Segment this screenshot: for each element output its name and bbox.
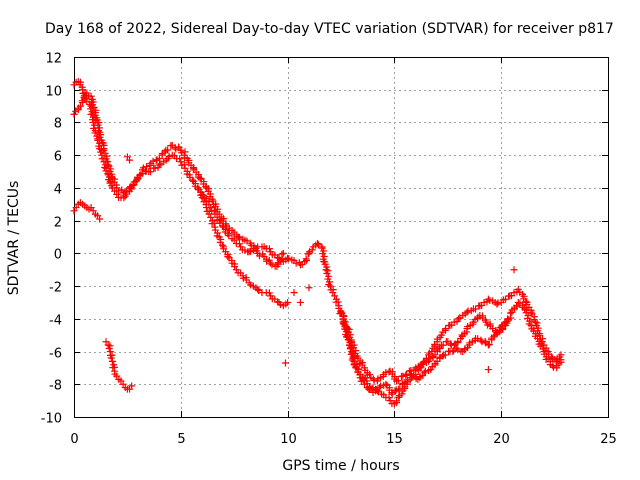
y-tick-label: 12 xyxy=(45,52,62,67)
y-tick-label: 8 xyxy=(54,117,62,132)
y-tick-label: 10 xyxy=(45,85,62,100)
y-tick-label: 6 xyxy=(54,150,62,165)
bottom-left-segment-marker xyxy=(109,358,116,365)
y-tick-labels: -10 -8 -6 -4 -2 0 2 4 6 8 10 12 xyxy=(41,52,62,427)
low-trace-marker xyxy=(207,214,214,221)
y-tick-label: -8 xyxy=(49,379,62,394)
x-tick-label: 20 xyxy=(493,432,510,447)
parallel-trace-marker xyxy=(440,342,447,349)
x-tick-label: 15 xyxy=(386,432,403,447)
x-tick-label: 0 xyxy=(70,432,78,447)
y-tick-label: -10 xyxy=(41,412,62,427)
low-trace-marker xyxy=(284,299,291,306)
y-axis-title: SDTVAR / TECUs xyxy=(6,181,22,296)
x-tick-label: 25 xyxy=(600,432,617,447)
isolated-points-marker xyxy=(291,289,298,296)
y-tick-label: 4 xyxy=(54,183,62,198)
grid-lines xyxy=(74,57,608,417)
y-tick-label: 0 xyxy=(54,248,62,263)
isolated-points-marker xyxy=(297,299,304,306)
main-trace-marker xyxy=(147,168,154,175)
y-tick-label: -4 xyxy=(49,314,62,329)
x-tick-label: 10 xyxy=(280,432,297,447)
axis-ticks xyxy=(74,57,609,418)
isolated-points-marker xyxy=(282,360,289,367)
low-trace-marker xyxy=(377,383,384,390)
isolated-points-marker xyxy=(305,284,312,291)
plot-frame xyxy=(75,58,609,418)
data-points xyxy=(71,78,565,407)
isolated-points-marker xyxy=(511,266,518,273)
main-trace-marker xyxy=(331,292,338,299)
x-tick-label: 5 xyxy=(177,432,185,447)
y-tick-label: -2 xyxy=(49,281,62,296)
y-tick-label: 2 xyxy=(54,216,62,231)
main-trace-marker xyxy=(464,309,471,316)
isolated-points-marker xyxy=(182,148,189,155)
y-tick-label: -6 xyxy=(49,347,62,362)
x-axis-title: GPS time / hours xyxy=(282,458,399,474)
parallel-trace-marker xyxy=(197,175,204,182)
isolated-points-marker xyxy=(485,366,492,373)
main-trace-marker xyxy=(314,240,321,247)
main-trace-marker xyxy=(493,301,500,308)
x-tick-labels: 0 5 10 15 20 25 xyxy=(70,432,616,447)
parallel-trace-marker xyxy=(280,250,287,257)
chart-title: Day 168 of 2022, Sidereal Day-to-day VTE… xyxy=(45,21,614,37)
sdtvar-chart: 0 5 10 15 20 25 -10 -8 -6 -4 -2 0 2 4 6 8 10 12 Day 168 … xyxy=(0,0,640,480)
